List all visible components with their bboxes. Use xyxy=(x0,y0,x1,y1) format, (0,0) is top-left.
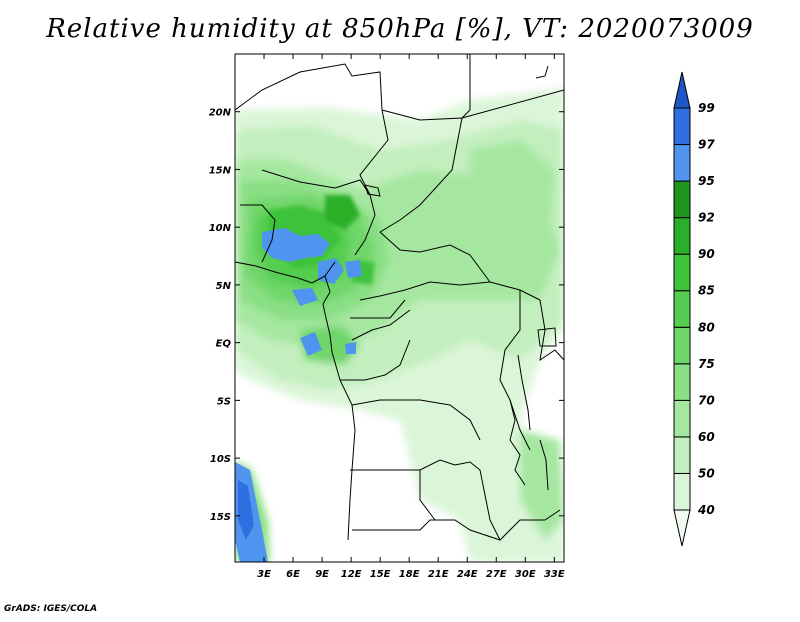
colorbar-label: 40 xyxy=(697,503,715,517)
colorbar-lower-triangle xyxy=(673,509,691,547)
lat-tick-label: 15N xyxy=(209,165,232,176)
lat-tick-label: 15S xyxy=(210,512,231,523)
colorbar-box xyxy=(673,144,691,182)
grads-credit: GrADS: IGES/COLA xyxy=(4,604,98,614)
lon-tick-label: 6E xyxy=(286,569,300,580)
lat-tick-label: 5S xyxy=(217,396,231,407)
longitude-axis: 3E 6E 9E 12E 15E 18E 21E 24E 27E 30E 33E xyxy=(257,54,565,580)
colorbar-label: 85 xyxy=(698,284,715,298)
lat-tick-label: 10N xyxy=(209,223,232,234)
humidity-field xyxy=(235,54,564,562)
lat-tick-label: 20N xyxy=(209,108,232,119)
lon-tick-label: 24E xyxy=(457,569,478,580)
country-borders xyxy=(235,54,564,541)
colorbar-box xyxy=(673,436,691,474)
colorbar-box xyxy=(673,180,691,219)
colorbar: 40 50 60 70 75 80 85 90 92 95 97 99 xyxy=(673,71,715,547)
colorbar-box xyxy=(673,363,691,401)
lon-tick-label: 3E xyxy=(257,569,271,580)
colorbar-label: 75 xyxy=(698,357,715,371)
colorbar-label: 99 xyxy=(698,101,715,115)
colorbar-label: 70 xyxy=(698,393,715,407)
colorbar-box xyxy=(673,472,691,511)
lon-tick-label: 9E xyxy=(315,569,329,580)
colorbar-label: 97 xyxy=(698,138,715,152)
colorbar-label: 92 xyxy=(698,211,715,225)
colorbar-label: 95 xyxy=(698,174,715,188)
plot-title: Relative humidity at 850hPa [%], VT: 202… xyxy=(46,14,754,44)
lat-tick-label: 10S xyxy=(210,454,231,465)
colorbar-box xyxy=(673,399,691,438)
colorbar-box xyxy=(673,253,691,292)
lon-tick-label: 30E xyxy=(515,569,536,580)
colorbar-label: 60 xyxy=(698,430,715,444)
colorbar-upper-triangle xyxy=(673,71,691,109)
lon-tick-label: 27E xyxy=(486,569,507,580)
lon-tick-label: 21E xyxy=(428,569,449,580)
lon-tick-label: 15E xyxy=(370,569,391,580)
colorbar-box xyxy=(673,290,691,328)
lon-tick-label: 33E xyxy=(544,569,565,580)
lat-tick-label: EQ xyxy=(216,339,232,350)
lon-tick-label: 12E xyxy=(341,569,362,580)
colorbar-label: 50 xyxy=(698,466,715,480)
colorbar-box xyxy=(673,326,691,365)
latitude-axis: 20N 15N 10N 5N EQ 5S 10S 15S xyxy=(209,108,564,523)
colorbar-box xyxy=(673,217,691,255)
lon-tick-label: 18E xyxy=(399,569,420,580)
colorbar-box xyxy=(673,107,691,146)
colorbar-label: 80 xyxy=(698,320,715,334)
map-frame xyxy=(234,53,565,563)
colorbar-label: 90 xyxy=(698,247,715,261)
lat-tick-label: 5N xyxy=(216,281,232,292)
